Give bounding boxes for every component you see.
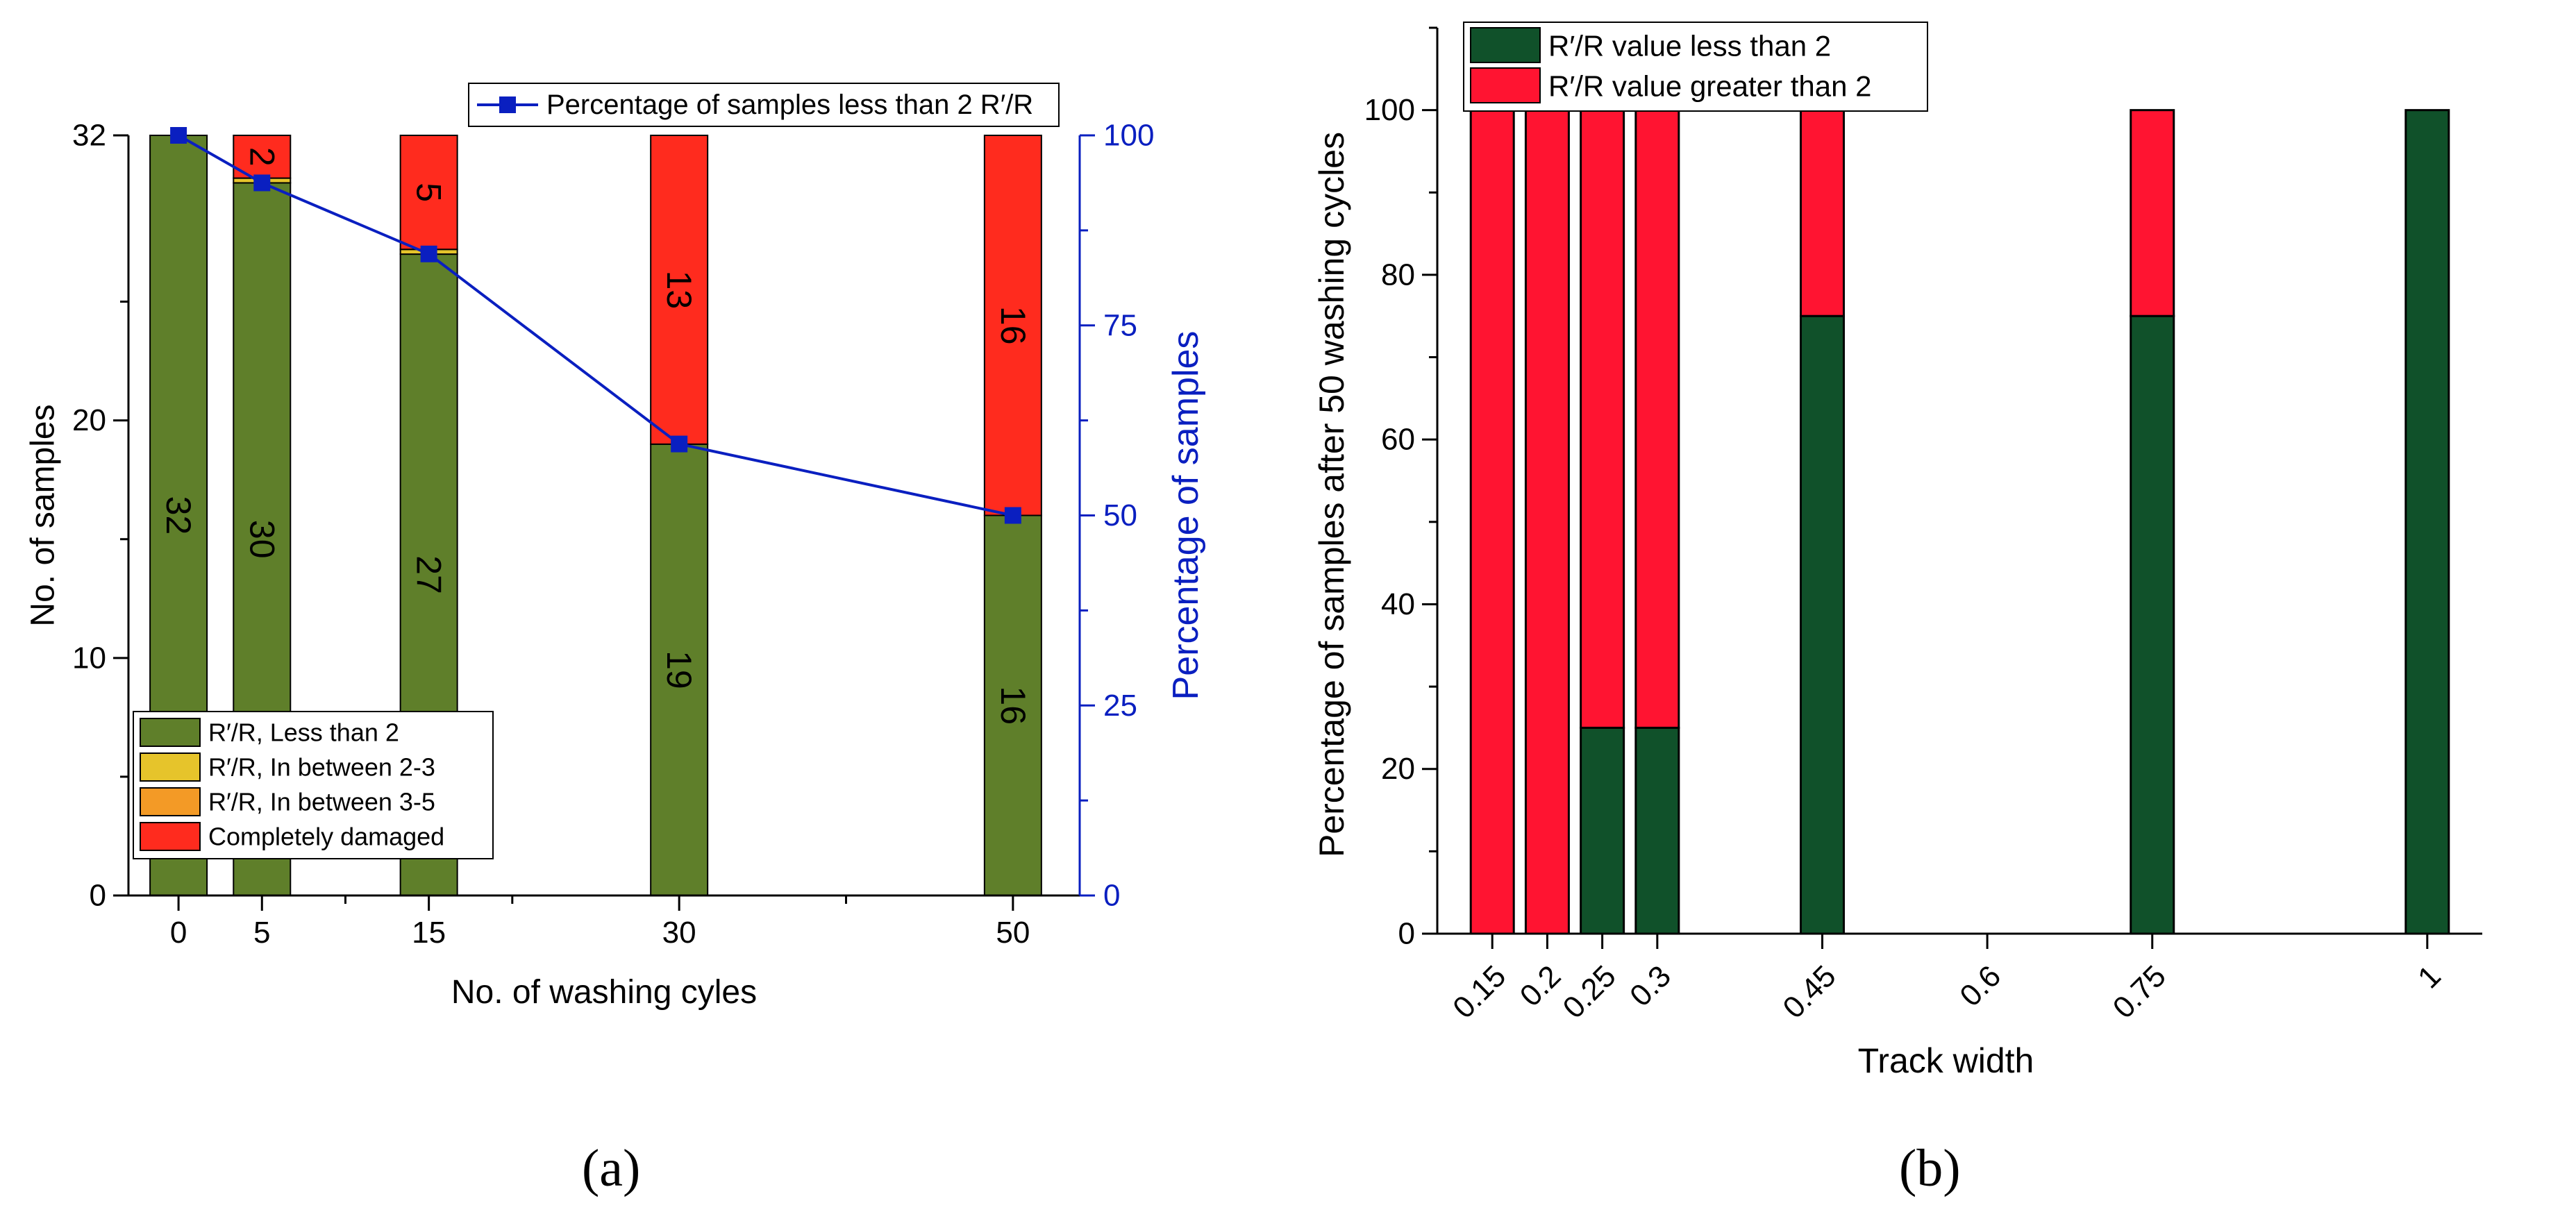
bar-label-a: 2 [242, 147, 281, 167]
bar-b-0-0.3 [1634, 726, 1680, 935]
y-tick-label-b: 40 [1381, 587, 1415, 621]
bar-b-0-0.25 [1580, 726, 1625, 935]
bar-b-1-0.3 [1634, 109, 1680, 729]
x-tick-label-b: 0.3 [1623, 959, 1678, 1013]
bar-legend-label-a: Completely damaged [208, 823, 444, 851]
y2-tick-label-a: 100 [1103, 119, 1154, 153]
x-tick-label-a: 30 [662, 916, 696, 950]
x-tick-label-a: 15 [412, 916, 446, 950]
x-tick-label-b: 0.75 [2107, 959, 2173, 1025]
x-tick-label-a: 0 [170, 916, 187, 950]
bar-label-a: 16 [994, 686, 1032, 725]
bar-label-a: 5 [410, 183, 449, 202]
y2-tick-label-a: 50 [1103, 498, 1137, 532]
x-tick-label-b: 0.15 [1446, 959, 1512, 1025]
x-axis-label-b: Track width [1858, 1041, 2034, 1080]
percentage-marker-a [253, 174, 271, 192]
y-tick-label-b: 100 [1364, 93, 1415, 127]
percentage-marker-a [420, 245, 437, 262]
bar-label-a: 27 [410, 555, 449, 594]
legend-label-b: R′/R value less than 2 [1548, 30, 1831, 62]
bar-legend-swatch-a [140, 718, 201, 747]
y2-tick-label-a: 0 [1103, 879, 1120, 913]
bar-label-a: 13 [660, 271, 699, 310]
bar-b-1-0.2 [1524, 109, 1570, 935]
x-tick-label-b: 0.45 [1776, 959, 1842, 1025]
y-tick-label-a: 0 [90, 879, 106, 913]
legend-swatch-b [1470, 67, 1541, 103]
line-legend-box-a [468, 83, 1060, 127]
legend-label-b: R′/R value greater than 2 [1548, 70, 1871, 103]
x-axis-label-a: No. of washing cyles [451, 974, 757, 1011]
percentage-marker-a [1004, 507, 1021, 524]
bar-legend-label-a: R′/R, In between 2-3 [208, 753, 435, 782]
legend-swatch-b [1470, 27, 1541, 63]
panel-label-a: (a) [582, 1139, 641, 1197]
percentage-line-a [178, 134, 1014, 517]
x-tick-label-b: 1 [2411, 959, 2448, 995]
bar-legend-swatch-a [140, 787, 201, 816]
x-tick-label-b: 0.6 [1953, 959, 2007, 1013]
y-tick-label-b: 0 [1398, 917, 1415, 951]
y-tick-label-b: 60 [1381, 423, 1415, 457]
bar-legend-swatch-a [140, 752, 201, 782]
y-tick-label-b: 20 [1381, 752, 1415, 786]
line-legend-label-a: Percentage of samples less than 2 R′/R [546, 90, 1033, 120]
bar-b-0-1 [2404, 109, 2450, 935]
legend-box-b [1463, 22, 1928, 112]
x-tick-label-b: 0.25 [1557, 959, 1623, 1025]
chart-a: 32 30 2 27 5 19 13 16 16 0 10 20 32 0 5 15 30 50 0 25 50 75 10… [25, 83, 1206, 1011]
bar-label-a: 32 [159, 496, 198, 535]
bar-b-0-0.75 [2130, 314, 2175, 935]
bar-b-1-0.45 [1799, 109, 1845, 317]
y2-tick-label-a: 25 [1103, 689, 1137, 723]
bar-legend-label-a: R′/R, Less than 2 [208, 718, 399, 747]
bar-b-0-0.45 [1799, 314, 1845, 935]
y2-tick-label-a: 75 [1103, 308, 1137, 342]
y-tick-label-a: 10 [72, 641, 106, 675]
bar-a-3-15 [399, 135, 458, 251]
y-axis-label-b: Percentage of samples after 50 washing c… [1312, 132, 1351, 857]
bar-label-a: 19 [660, 650, 699, 689]
bar-legend-swatch-a [140, 822, 201, 851]
y-tick-label-a: 20 [72, 403, 106, 437]
bar-b-1-0.25 [1580, 109, 1625, 729]
x-tick-label-a: 5 [253, 916, 270, 950]
percentage-marker-a [671, 435, 688, 453]
line-legend-marker-a [499, 96, 516, 113]
bar-label-a: 16 [994, 306, 1032, 345]
percentage-marker-a [170, 127, 187, 144]
y-axis-label-a: No. of samples [25, 404, 62, 626]
bar-label-a: 30 [242, 520, 281, 559]
y2-axis-label-a: Percentage of samples [1166, 331, 1206, 700]
x-tick-label-a: 50 [996, 916, 1030, 950]
panel-label-b: (b) [1899, 1139, 1961, 1197]
y-tick-label-a: 32 [72, 119, 106, 153]
y-tick-label-b: 80 [1381, 258, 1415, 292]
bar-b-1-0.15 [1469, 109, 1515, 935]
bar-a-3-50 [983, 135, 1042, 516]
bar-b-1-0.75 [2130, 109, 2175, 317]
bar-legend-label-a: R′/R, In between 3-5 [208, 788, 435, 816]
